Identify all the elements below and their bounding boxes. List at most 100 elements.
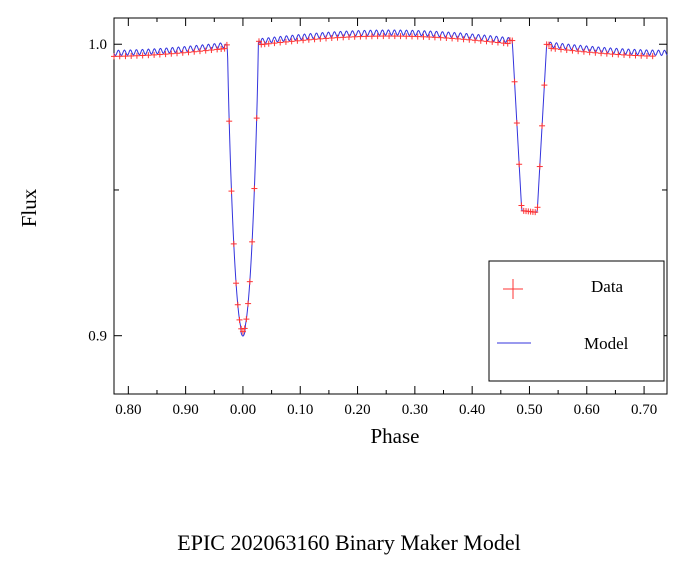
data-point (460, 36, 467, 43)
data-point (426, 34, 433, 41)
data-point (196, 48, 203, 55)
data-point (449, 35, 456, 42)
data-point (626, 52, 633, 59)
data-point (253, 115, 260, 122)
chart-caption: EPIC 202063160 Binary Maker Model (177, 530, 521, 555)
data-point (168, 50, 175, 57)
data-point (534, 204, 541, 211)
data-point (408, 33, 415, 40)
data-point (340, 34, 347, 41)
y-tick-label-0: 1.0 (88, 37, 107, 53)
data-point (311, 36, 318, 43)
x-tick-label-4: 0.20 (344, 402, 370, 418)
data-point (179, 49, 186, 56)
data-point (504, 40, 511, 47)
data-point (414, 33, 421, 40)
data-point (277, 39, 284, 46)
plot-frame (113, 17, 668, 395)
data-point (586, 49, 593, 56)
x-tick-labels: 0.80 0.90 0.00 0.10 0.20 0.30 0.40 0.50 0.60 0.70 (115, 402, 657, 418)
legend-model-label: Model (584, 334, 629, 353)
data-point (632, 52, 639, 59)
data-point (483, 38, 490, 45)
data-point (509, 37, 516, 44)
data-point (454, 35, 461, 42)
data-point (145, 52, 152, 59)
data-point (638, 52, 645, 59)
data-point (374, 33, 381, 40)
y-tick-label-1: 0.9 (88, 329, 107, 345)
data-point (128, 52, 135, 59)
data-point (282, 38, 289, 45)
data-point (563, 47, 570, 54)
data-point (443, 35, 450, 42)
data-point (513, 120, 520, 127)
x-tick-label-2: 0.00 (230, 402, 256, 418)
data-point (437, 34, 444, 41)
legend: Data Model (488, 260, 665, 382)
x-tick-label-1: 0.90 (173, 402, 199, 418)
data-point (323, 35, 330, 42)
data-point (386, 33, 393, 40)
data-point (288, 38, 295, 45)
data-point (609, 51, 616, 58)
data-point (228, 188, 235, 195)
data-point (592, 49, 599, 56)
data-point (532, 209, 539, 216)
data-point (122, 53, 129, 60)
data-point (536, 163, 543, 170)
data-point (221, 45, 228, 52)
data-point (552, 45, 559, 52)
data-point (477, 37, 484, 44)
data-point (233, 280, 240, 287)
data-point (518, 202, 525, 209)
data-point (539, 122, 546, 129)
data-point (580, 48, 587, 55)
legend-data-label: Data (591, 277, 624, 296)
y-tick-labels: 1.0 0.9 (88, 37, 107, 344)
data-point (234, 301, 241, 308)
data-point (621, 51, 628, 58)
data-point (294, 37, 301, 44)
data-point (575, 48, 582, 55)
data-point (236, 316, 243, 323)
data-point (271, 40, 278, 47)
data-point (255, 38, 262, 45)
x-tick-label-8: 0.60 (574, 402, 600, 418)
data-point (241, 325, 248, 332)
data-point (245, 300, 252, 307)
data-point (598, 50, 605, 57)
data-point (368, 33, 375, 40)
data-point (202, 47, 209, 54)
x-tick-label-7: 0.50 (516, 402, 542, 418)
x-tick-label-3: 0.10 (287, 402, 313, 418)
data-point (243, 316, 250, 323)
data-point (466, 36, 473, 43)
x-tick-label-0: 0.80 (115, 402, 141, 418)
data-point (133, 52, 140, 59)
data-point (305, 36, 312, 43)
data-point (380, 33, 387, 40)
data-point (208, 47, 215, 54)
legend-box (488, 260, 665, 382)
data-point (545, 41, 552, 48)
data-point (603, 50, 610, 57)
data-point (139, 52, 146, 59)
data-point (363, 33, 370, 40)
data-point (420, 33, 427, 40)
x-axis-title: Phase (371, 424, 420, 448)
data-point (569, 47, 576, 54)
data-point (239, 328, 246, 335)
data-point (230, 240, 237, 247)
data-point (403, 33, 410, 40)
data-point (191, 48, 198, 55)
data-point (246, 278, 253, 285)
data-point (541, 82, 548, 89)
data-point (317, 35, 324, 42)
data-point (328, 35, 335, 42)
x-tick-label-5: 0.30 (402, 402, 428, 418)
data-point (249, 238, 256, 245)
data-point (615, 51, 622, 58)
data-point (351, 33, 358, 40)
x-tick-label-6: 0.40 (459, 402, 485, 418)
